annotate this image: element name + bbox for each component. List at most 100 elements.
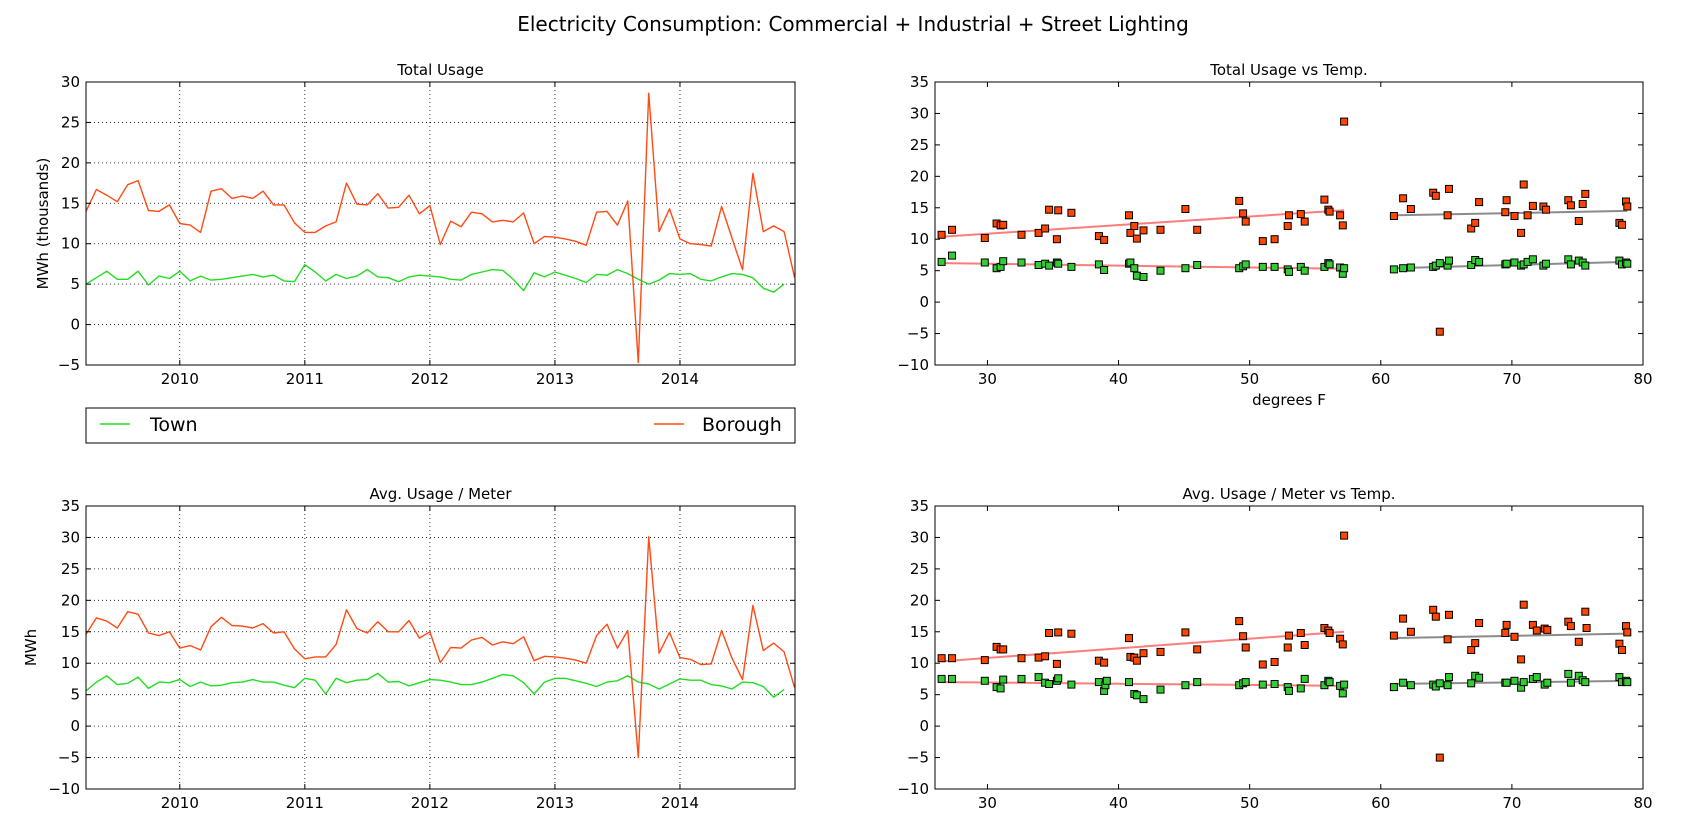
point-borough xyxy=(1132,234,1141,243)
plot-frame xyxy=(85,81,796,366)
y-tick-label: 0 xyxy=(70,717,80,735)
y-tick-label: −10 xyxy=(897,356,929,374)
y-tick-label: −10 xyxy=(897,780,929,798)
point-town xyxy=(1389,265,1398,274)
point-borough xyxy=(1296,629,1305,637)
point-town xyxy=(1445,673,1453,682)
plot-frame xyxy=(934,81,1644,366)
point-town xyxy=(1543,678,1552,687)
point-town xyxy=(1241,678,1250,687)
point-borough xyxy=(1523,211,1532,220)
y-tick-label: 25 xyxy=(910,560,929,578)
point-borough xyxy=(1241,643,1250,652)
point-borough xyxy=(1581,189,1590,198)
point-borough xyxy=(1338,221,1347,230)
y-tick-label: 35 xyxy=(910,73,929,91)
point-borough xyxy=(1100,658,1109,667)
point-town xyxy=(1241,260,1250,269)
y-tick-label: 10 xyxy=(61,235,80,253)
point-borough xyxy=(1270,235,1279,244)
point-borough xyxy=(1235,617,1244,626)
point-borough xyxy=(980,656,989,665)
y-tick-label: −5 xyxy=(907,749,929,767)
point-town xyxy=(1094,260,1103,269)
point-town xyxy=(1017,258,1026,267)
x-tick-label: 50 xyxy=(1240,794,1259,812)
point-borough xyxy=(1581,607,1590,616)
y-tick-label: 5 xyxy=(919,262,929,280)
point-borough xyxy=(1429,605,1438,614)
point-borough xyxy=(1566,201,1575,210)
x-tick-label: 40 xyxy=(1109,370,1128,388)
point-borough xyxy=(1340,531,1349,540)
legend: Town Borough xyxy=(85,407,796,444)
point-town xyxy=(1067,680,1076,689)
point-town xyxy=(1467,679,1476,688)
point-town xyxy=(1528,255,1537,264)
point-town xyxy=(1519,678,1528,687)
data-layer xyxy=(937,531,1632,762)
y-tick-label: 5 xyxy=(70,686,80,704)
point-town xyxy=(1285,267,1293,276)
chart-title: Total Usage xyxy=(396,61,484,79)
y-tick-label: 20 xyxy=(61,154,80,172)
y-tick-label: −10 xyxy=(48,780,80,798)
point-town xyxy=(1340,680,1349,689)
point-town xyxy=(1181,264,1190,273)
chart-title: Avg. Usage / Meter xyxy=(369,485,512,503)
x-tick-label: 2014 xyxy=(661,370,699,388)
point-borough xyxy=(948,654,956,663)
x-tick-label: 40 xyxy=(1109,794,1128,812)
point-town xyxy=(1566,260,1575,269)
point-borough xyxy=(1130,222,1139,230)
fit-line-borough xyxy=(941,630,1345,663)
point-borough xyxy=(1340,117,1349,126)
point-borough xyxy=(1502,620,1511,629)
point-borough xyxy=(1100,235,1109,244)
point-town xyxy=(948,251,956,260)
point-borough xyxy=(1017,230,1026,239)
x-tick-label: 2011 xyxy=(286,370,324,388)
point-town xyxy=(1094,678,1103,687)
point-borough xyxy=(1283,222,1292,230)
point-borough xyxy=(1406,205,1415,213)
point-town xyxy=(937,674,946,683)
y-tick-label: 30 xyxy=(910,528,929,546)
y-tick-label: 10 xyxy=(61,654,80,672)
y-tick-label: 15 xyxy=(910,623,929,641)
point-borough xyxy=(1320,195,1329,204)
y-tick-label: 0 xyxy=(919,717,929,735)
plot-frame xyxy=(934,505,1644,790)
plot-area xyxy=(86,82,795,365)
point-town xyxy=(1435,679,1444,688)
point-town xyxy=(948,674,956,683)
point-town xyxy=(1475,673,1484,682)
point-town xyxy=(937,257,946,266)
plot-frame xyxy=(85,505,796,790)
point-borough xyxy=(1543,625,1552,634)
y-tick-label: −5 xyxy=(58,749,80,767)
point-town xyxy=(1623,678,1632,687)
point-town xyxy=(1100,266,1109,274)
y-tick-label: −5 xyxy=(58,356,80,374)
point-borough xyxy=(1501,208,1510,217)
point-town xyxy=(1045,680,1054,688)
point-town xyxy=(1325,678,1334,687)
point-town xyxy=(980,676,989,685)
point-town xyxy=(1581,261,1590,270)
chart-total-usage-vs-temp: −10 −5 0 5 10 15 20 25 30 35 30 40 50 60 70 80 Total Usa… xyxy=(897,61,1652,409)
x-tick-label: 80 xyxy=(1633,794,1652,812)
point-borough xyxy=(1285,211,1293,220)
point-town xyxy=(1389,683,1398,692)
point-borough xyxy=(1041,652,1050,661)
point-borough xyxy=(1067,629,1076,638)
point-borough xyxy=(999,645,1008,654)
point-borough xyxy=(1435,327,1444,336)
point-borough xyxy=(1239,632,1248,641)
point-borough xyxy=(1045,629,1054,637)
point-town xyxy=(1017,674,1026,683)
x-tick-label: 70 xyxy=(1502,370,1521,388)
point-borough xyxy=(1325,629,1334,637)
point-town xyxy=(1300,266,1309,275)
